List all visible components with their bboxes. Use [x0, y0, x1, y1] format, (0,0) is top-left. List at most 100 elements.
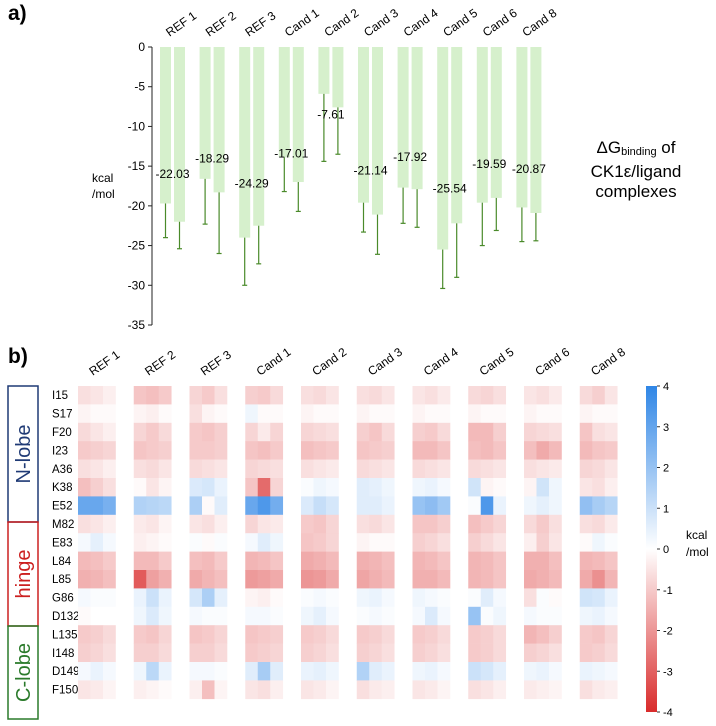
heatmap-cell: [592, 643, 606, 663]
heatmap-cell: [301, 533, 314, 552]
heatmap-cell: [592, 386, 606, 405]
heatmap-cell: [326, 496, 339, 516]
heatmap-cell: [214, 570, 228, 589]
heatmap-cell: [604, 441, 618, 460]
heatmap-cell: [90, 680, 104, 700]
heatmap-cell: [301, 606, 314, 626]
heatmap-cell: [133, 625, 147, 644]
residue-label: D149: [52, 666, 80, 678]
heatmap-cell: [202, 422, 215, 442]
heatmap-cell: [480, 404, 494, 424]
heatmap-cell: [103, 643, 116, 663]
heatmap-cell: [549, 551, 562, 571]
heatmap-cell: [579, 643, 593, 663]
heatmap-cell: [412, 514, 426, 534]
heatmap-cell: [356, 680, 370, 700]
heatmap-cell: [202, 459, 215, 479]
heatmap-cell: [90, 643, 104, 663]
bar-value-label: -17.01: [274, 146, 308, 160]
heatmap-cell: [78, 386, 91, 405]
heatmap-cell: [524, 533, 537, 552]
heatmap-cell: [257, 514, 271, 534]
heatmap-cell: [381, 680, 395, 700]
heatmap-cell: [356, 643, 370, 663]
heatmap-cell: [592, 551, 606, 571]
heatmap-cell: [493, 422, 507, 442]
heatmap-cell: [313, 680, 327, 700]
heatmap-cell: [257, 422, 271, 442]
heatmap-cell: [369, 625, 383, 644]
bar-category-label: Cand 8: [520, 6, 560, 40]
heatmap-cell: [592, 478, 606, 497]
heatmap-cell: [78, 570, 91, 589]
heatmap-cell: [592, 422, 606, 442]
heatmap-cell: [536, 680, 550, 700]
heatmap-cell: [369, 422, 383, 442]
heatmap-cell: [579, 514, 593, 534]
heatmap-cell: [245, 533, 259, 552]
heatmap-cell: [493, 625, 507, 644]
heatmap-cell: [103, 625, 116, 644]
y-tick-label: -30: [128, 278, 146, 292]
heatmap-cell: [214, 386, 228, 405]
residue-label: I148: [52, 648, 74, 660]
heatmap-cell: [214, 533, 228, 552]
heatmap-cell: [536, 478, 550, 497]
heatmap-cell: [301, 514, 314, 534]
heatmap-cell: [468, 459, 482, 479]
heatmap-cell: [78, 404, 91, 424]
heatmap-cell: [313, 643, 327, 663]
heatmap-cell: [425, 680, 438, 700]
heatmap-cell: [437, 459, 451, 479]
heatmap-column-label: REF 1: [86, 347, 122, 378]
heatmap-cell: [103, 606, 116, 626]
heatmap-cell: [493, 662, 507, 681]
heatmap-cell: [78, 459, 91, 479]
heatmap-column-label: Cand 5: [477, 345, 517, 379]
bar-category-label: REF 2: [203, 8, 239, 39]
residue-label: D132: [52, 611, 80, 623]
heatmap-cell: [103, 386, 116, 405]
heatmap-cell: [356, 386, 370, 405]
colorbar-tick-label: -2: [663, 626, 673, 638]
bar-category-label: Cand 5: [440, 6, 480, 40]
heatmap-cell: [493, 551, 507, 571]
heatmap-cell: [425, 422, 438, 442]
heatmap-cell: [468, 606, 482, 626]
bar: [358, 47, 369, 203]
bar: [490, 47, 502, 198]
heatmap-cell: [524, 643, 537, 663]
heatmap-cell: [480, 588, 494, 608]
heatmap-cell: [270, 386, 284, 405]
heatmap-cell: [480, 441, 494, 460]
heatmap-cell: [579, 588, 593, 608]
heatmap-cell: [381, 459, 395, 479]
heatmap-cell: [369, 404, 383, 424]
colorbar-tick-label: -1: [663, 585, 673, 597]
heatmap-cell: [412, 606, 426, 626]
heatmap-cell: [369, 478, 383, 497]
heatmap-cell: [412, 662, 426, 681]
residue-label: I23: [52, 445, 68, 457]
heatmap-cell: [270, 551, 284, 571]
colorbar-tick-label: 2: [663, 463, 669, 475]
heatmap-cell: [326, 422, 339, 442]
heatmap-cell: [313, 514, 327, 534]
colorbar: [646, 386, 657, 712]
heatmap-cell: [158, 643, 172, 663]
heatmap-cell: [437, 514, 451, 534]
bar: [213, 47, 225, 193]
heatmap-cell: [326, 441, 339, 460]
heatmap-cell: [301, 588, 314, 608]
heatmap-cell: [257, 662, 271, 681]
heatmap-cell: [133, 570, 147, 589]
heatmap-cell: [103, 404, 116, 424]
heatmap-cell: [425, 386, 438, 405]
residue-label: F20: [52, 427, 72, 439]
heatmap-cell: [257, 551, 271, 571]
bar: [372, 47, 383, 215]
heatmap-cell: [78, 441, 91, 460]
heatmap-cell: [493, 496, 507, 516]
bar: [530, 47, 542, 214]
heatmap-cell: [146, 570, 160, 589]
